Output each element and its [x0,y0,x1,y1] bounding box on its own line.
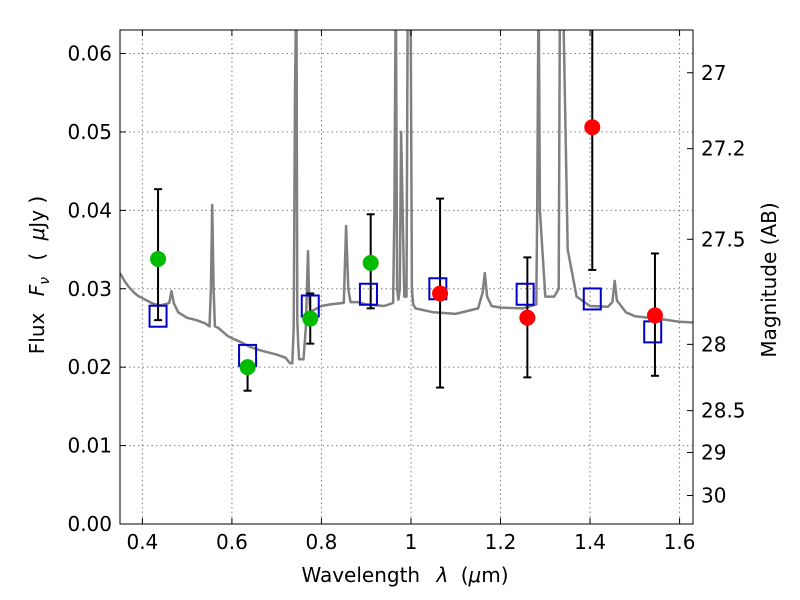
x-axis-label-text: Wavelength [301,563,420,587]
optical-detection-point [302,310,319,327]
nir-detection-point [432,285,449,302]
y2-axis-label: Magnitude (AB) [757,202,781,357]
y-tick-label: 0.02 [67,355,112,379]
y-axis-label: Flux Fν ( μJy ) [25,196,54,354]
y2-tick-label: 27 [701,61,726,85]
y2-tick-label: 29 [701,440,726,464]
x-axis-label-symbol: λ [435,563,448,587]
y-tick-label: 0.01 [67,434,112,458]
y2-tick-label: 27.2 [701,137,746,161]
nir-detection-point [646,307,663,324]
y-axis-label-subscript: ν [37,277,53,285]
x-axis-label-unit-rest: m) [481,563,508,587]
model-photometry-point [515,282,535,306]
y-tick-label: 0.05 [67,120,112,144]
plot-area [120,30,693,392]
x-tick-label: 1 [405,530,418,554]
x-axis-label-unit-mu: μ [468,563,482,587]
x-tick-label: 1.4 [574,530,606,554]
y-tick-label: 0.00 [67,512,112,536]
y2-tick-label: 28 [701,332,726,356]
y2-tick-label: 30 [701,484,726,508]
y-axis-label-symbol: F [25,284,49,296]
model-photometry-point [358,282,378,306]
x-axis-label-unit-open: ( [461,563,469,587]
model-photometry-point [643,320,663,344]
model-photometry-point [582,287,602,311]
x-tick-label: 0.8 [306,530,338,554]
model-spectrum-line [120,30,693,365]
nir-detection-point [519,309,536,326]
optical-detection-point [362,254,379,271]
y-axis-label-text: Flux [25,312,49,354]
y-tick-label: 0.03 [67,277,112,301]
x-tick-label: 1.2 [485,530,517,554]
plot-frame [119,29,694,525]
axis-ticks: 0.4 0.6 0.8 1 1.2 1.4 1.6 0.00 0.01 0.02 0.03 0.04 0… [67,30,746,554]
y-axis-label-unit-rest: Jy ) [25,196,49,230]
y-tick-label: 0.04 [67,198,112,222]
nir-detection-point [584,119,601,136]
x-tick-label: 1.6 [664,530,696,554]
x-axis-label: Wavelength λ (μm) [301,563,508,587]
optical-detection-point [150,250,167,267]
x-tick-label: 0.4 [126,530,158,554]
y2-tick-label: 27.5 [701,227,746,251]
y-tick-label: 0.06 [67,42,112,66]
y-axis-label-unit-mu: μ [25,228,49,242]
y-axis-label-unit-open: ( [25,253,49,261]
optical-detection-point [239,359,256,376]
y2-tick-label: 28.5 [701,399,746,423]
x-tick-label: 0.6 [216,530,248,554]
model-photometry-point [148,304,168,328]
